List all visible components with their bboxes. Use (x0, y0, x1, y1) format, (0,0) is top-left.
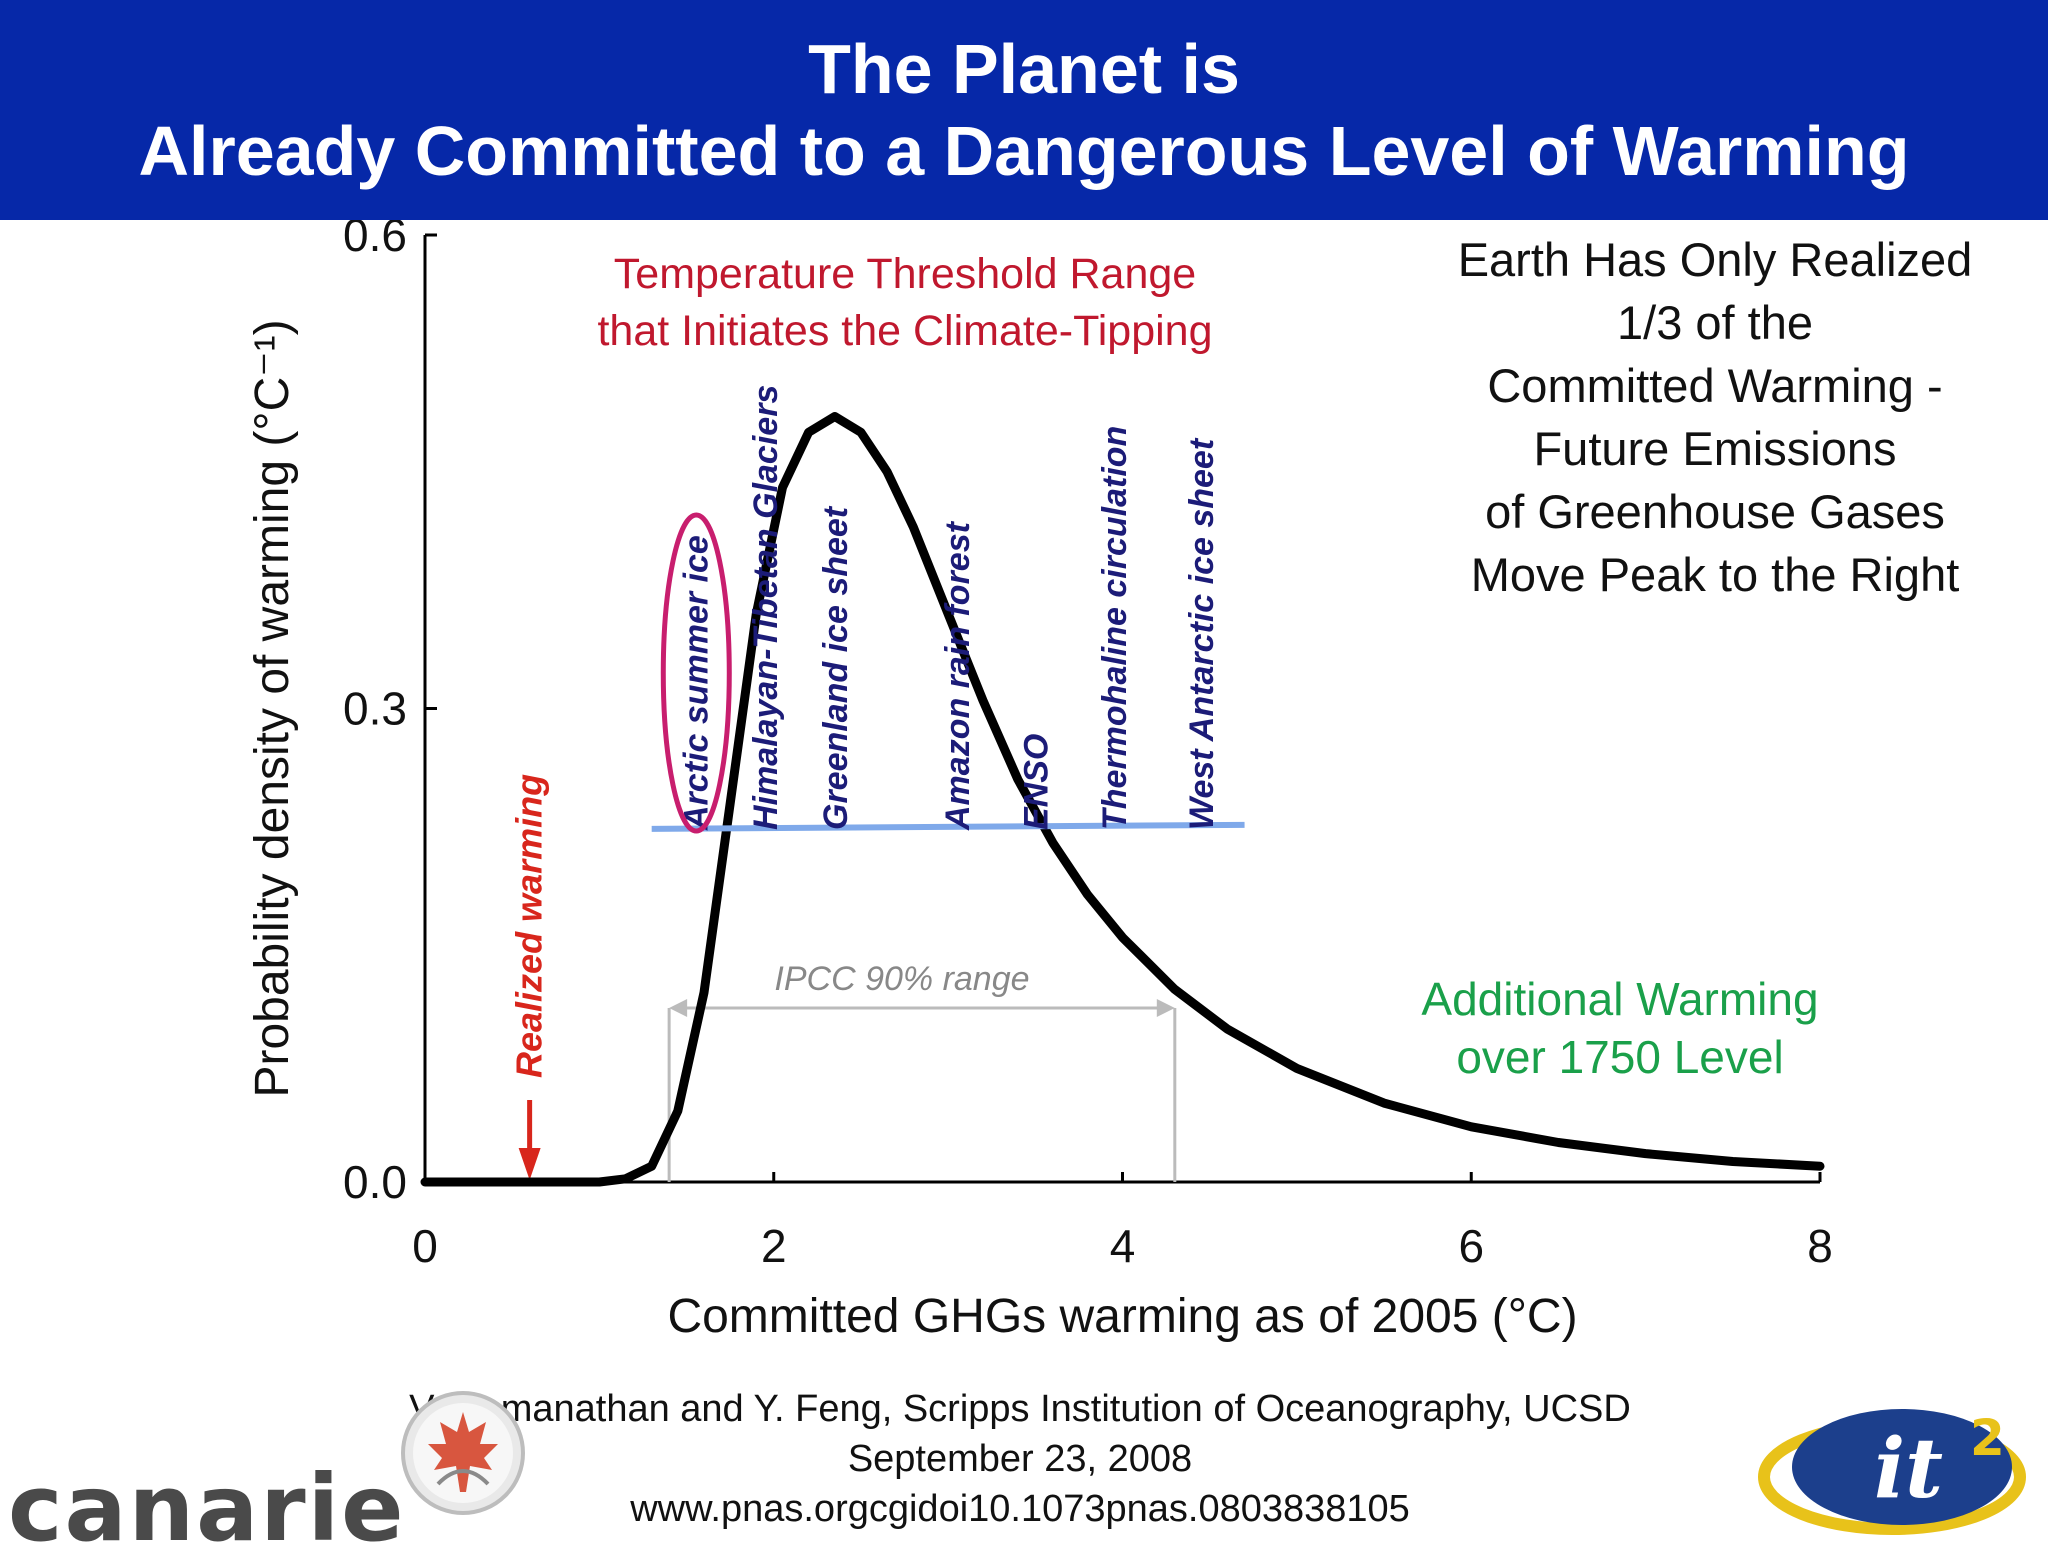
x-tick-label: 6 (1458, 1220, 1484, 1272)
citation: V. Ramanathan and Y. Feng, Scripps Insti… (300, 1384, 1740, 1534)
side-note: Earth Has Only Realized 1/3 of the Commi… (1395, 228, 2035, 606)
citation-authors: V. Ramanathan and Y. Feng, Scripps Insti… (409, 1388, 1631, 1430)
tipping-element-label: West Antarctic ice sheet (1183, 437, 1221, 830)
it2-logo-icon: it 2 (1758, 1409, 2026, 1535)
y-tick-label: 0.6 (343, 220, 407, 261)
green-note-line: over 1750 Level (1456, 1031, 1784, 1083)
y-tick-label: 0.3 (343, 683, 407, 735)
citation-date: September 23, 2008 (847, 1438, 1193, 1480)
realized-warming-label: Realized warming (509, 774, 550, 1078)
tipping-element-label: Greenland ice sheet (817, 505, 855, 830)
it2-logo-text: it (1874, 1421, 1943, 1517)
tipping-element-label: Himalayan-Tibetan Glaciers (747, 385, 785, 830)
x-axis-label: Committed GHGs warming as of 2005 (°C) (667, 1290, 1577, 1343)
side-note-line: Earth Has Only Realized (1457, 233, 1973, 286)
ipcc-range-label: IPCC 90% range (774, 960, 1029, 998)
tipping-element-label: ENSO (1017, 734, 1055, 830)
warming-probability-chart: 0 2 4 6 8 0.0 0.3 0.6 Committed GHGs warming as … (246, 220, 1833, 1343)
threshold-title-line: Temperature Threshold Range (614, 250, 1196, 298)
slide-title-line1: The Planet is (808, 30, 1240, 108)
x-tick-label: 8 (1807, 1220, 1833, 1272)
x-tick-label: 2 (761, 1220, 787, 1272)
tipping-threshold-line (651, 821, 1245, 832)
side-note-line: of Greenhouse Gases (1485, 485, 1945, 538)
tipping-element-label: Thermohaline circulation (1096, 426, 1134, 830)
canarie-logo: canarie (8, 1455, 406, 1562)
threshold-title-line: that Initiates the Climate-Tipping (597, 307, 1212, 355)
side-note-line: Move Peak to the Right (1470, 548, 1960, 601)
slide-header: The Planet is Already Committed to a Dan… (0, 0, 2048, 220)
probability-density-curve (420, 412, 1825, 1187)
additional-warming-note: Additional Warming over 1750 Level (1380, 970, 1860, 1086)
ipcc-arrowhead-left (669, 999, 688, 1017)
y-axis-label: Probability density of warming (°C⁻¹) (246, 319, 299, 1097)
tipping-element-label: Arctic summer ice (677, 535, 715, 831)
y-tick-label: 0.0 (343, 1156, 407, 1208)
citation-url: www.pnas.orgcgidoi10.1073pnas.0803838105 (630, 1488, 1410, 1530)
side-note-line: Committed Warming - (1487, 359, 1943, 412)
side-note-line: 1/3 of the (1617, 296, 1813, 349)
arctic-highlight-ellipse (660, 512, 732, 834)
side-note-line: Future Emissions (1533, 422, 1897, 475)
green-note-line: Additional Warming (1421, 973, 1819, 1025)
maple-leaf-logo-icon (401, 1391, 525, 1515)
ipcc-arrowhead-right (1156, 999, 1175, 1017)
x-tick-label: 4 (1110, 1220, 1136, 1272)
realized-warming-arrowhead (518, 1148, 541, 1180)
tipping-element-label: Amazon rain forest (939, 520, 977, 831)
slide-title-line2: Already Committed to a Dangerous Level o… (138, 112, 1910, 190)
it2-logo-superscript: 2 (1970, 1409, 2005, 1467)
x-tick-label: 0 (412, 1220, 438, 1272)
